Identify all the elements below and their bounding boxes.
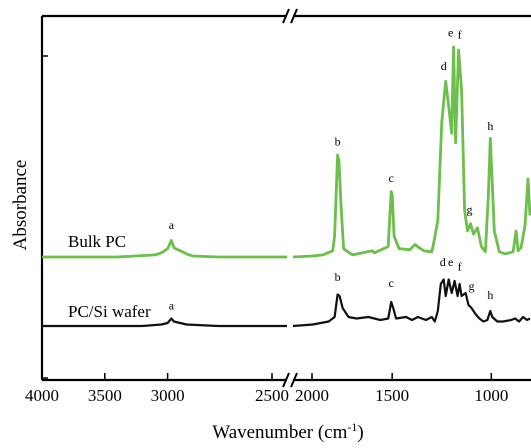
x-tick-label-1000: 1000 xyxy=(474,386,508,405)
series-line-1-left xyxy=(42,317,287,328)
peak-label-1-d: d xyxy=(440,255,446,269)
peak-label-0-f: f xyxy=(458,28,462,42)
axis-break-mark-top-1 xyxy=(282,8,290,24)
peak-label-1-b: b xyxy=(335,270,341,284)
x-axis-label-main: Wavenumber (cm xyxy=(212,422,347,443)
x-tick-label-1500: 1500 xyxy=(375,386,409,405)
series-label-0: Bulk PC xyxy=(68,232,126,251)
y-axis-label: Absorbance xyxy=(10,160,31,251)
axis-break-mark-bottom-2 xyxy=(290,372,298,388)
peak-label-0-h: h xyxy=(487,119,493,133)
series-line-1-right xyxy=(292,278,531,328)
peak-label-0-g: g xyxy=(467,202,473,216)
series-label-1: PC/Si wafer xyxy=(68,302,151,321)
peak-label-1-g: g xyxy=(469,279,475,293)
series-line-0-left xyxy=(42,239,287,259)
peak-label-1-e: e xyxy=(448,255,453,269)
x-axis-label-close: ) xyxy=(357,422,363,443)
x-tick-label-2000: 2000 xyxy=(295,386,329,405)
peak-label-0-a: a xyxy=(169,218,175,232)
peak-label-0-c: c xyxy=(389,171,394,185)
peak-label-0-b: b xyxy=(335,135,341,149)
peak-label-1-a: a xyxy=(169,299,175,313)
peak-label-0-d: d xyxy=(441,59,447,73)
x-tick-label-2500: 2500 xyxy=(255,386,289,405)
peak-label-1-c: c xyxy=(389,276,394,290)
x-axis-label-superscript: -1 xyxy=(347,420,357,434)
x-tick-label-3500: 3500 xyxy=(88,386,122,405)
x-tick-label-4000: 4000 xyxy=(25,386,59,405)
x-axis-label: Wavenumber (cm-1) xyxy=(212,420,363,443)
axis-break-mark-top-2 xyxy=(290,8,298,24)
peak-label-0-e: e xyxy=(448,26,453,40)
x-tick-label-3000: 3000 xyxy=(151,386,185,405)
axis-break-mark-bottom-1 xyxy=(282,372,290,388)
series-line-0-right xyxy=(292,45,531,259)
peak-label-1-f: f xyxy=(458,260,462,274)
peak-label-1-h: h xyxy=(487,288,493,302)
